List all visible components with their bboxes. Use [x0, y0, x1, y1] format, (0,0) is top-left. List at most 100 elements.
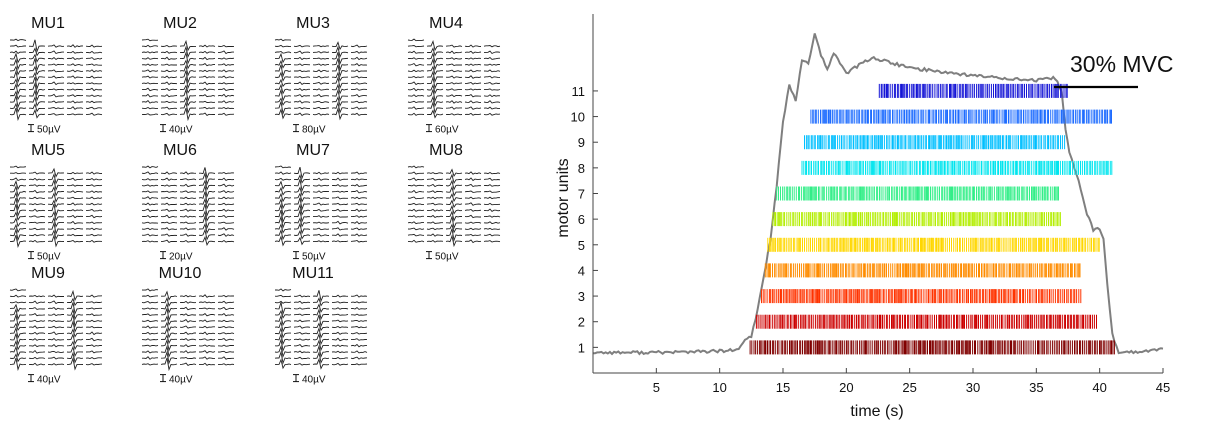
- y-tick-label: 9: [578, 135, 585, 150]
- mu-waveform: [218, 227, 235, 231]
- mu-waveform: [350, 363, 368, 366]
- mu-waveform: [47, 93, 65, 98]
- mu-waveform: [407, 100, 425, 103]
- mu-waveform: [483, 56, 501, 60]
- mu-waveform: [9, 288, 27, 292]
- mu-waveform: [274, 320, 292, 333]
- mu-waveform: [28, 65, 46, 76]
- mu-waveform: [407, 208, 425, 212]
- mu-waveform: [66, 308, 84, 321]
- mu-waveform: [160, 100, 178, 103]
- mu-waveform: [161, 296, 178, 307]
- mu-waveform: [67, 319, 84, 334]
- mu-waveform: [160, 321, 178, 332]
- mu-waveform: [28, 295, 46, 298]
- mu-waveform: [66, 333, 84, 345]
- mu-waveform: [217, 172, 235, 175]
- mu-waveform: [312, 45, 330, 48]
- mu-waveform: [274, 101, 292, 116]
- mu-waveform: [160, 233, 178, 237]
- mu-waveform: [85, 75, 103, 79]
- mu-waveform: [86, 112, 103, 116]
- mu-waveform: [141, 69, 159, 73]
- mu-waveform: [199, 307, 215, 310]
- mu-waveform: [275, 88, 292, 102]
- mu-waveform: [85, 319, 103, 323]
- mu-waveform: [217, 69, 235, 73]
- mu-waveform: [483, 82, 501, 85]
- mu-waveform: [160, 87, 178, 92]
- mu-waveform: [426, 190, 444, 194]
- mu-waveform: [274, 294, 292, 298]
- mu-waveform: [350, 56, 368, 61]
- mu-waveform: [66, 340, 84, 351]
- mu-waveform: [29, 103, 46, 113]
- mu-waveform: [180, 331, 196, 335]
- mu-waveform: [274, 78, 292, 88]
- mu-waveform: [198, 362, 216, 366]
- mu-waveform: [483, 69, 501, 73]
- mu-waveform: [198, 75, 216, 79]
- mu-waveform: [407, 57, 424, 60]
- mu-waveform: [350, 332, 368, 335]
- mu-waveform: [66, 328, 84, 338]
- mu-waveform: [85, 301, 103, 304]
- mu-waveform: [331, 52, 349, 66]
- mu-label: MU2: [163, 15, 197, 32]
- mu-waveform: [483, 233, 501, 237]
- mu-waveform: [179, 357, 197, 360]
- mu-waveform: [217, 112, 235, 116]
- mu-waveform: [198, 301, 215, 304]
- mu-waveform: [86, 294, 103, 298]
- mu-waveform: [217, 233, 235, 237]
- mu-waveform: [48, 81, 65, 86]
- mu-waveform: [350, 227, 368, 231]
- mu-waveform: [274, 71, 292, 82]
- mu-waveform: [445, 173, 463, 185]
- mu-waveform: [351, 50, 368, 54]
- mu-waveform: [331, 331, 349, 335]
- mu-label: MU3: [296, 15, 330, 32]
- mu-waveform: [313, 240, 330, 243]
- mu-waveform: [141, 178, 159, 181]
- mu-waveform: [217, 93, 235, 98]
- mu-waveform: [407, 227, 425, 231]
- mu-waveform: [274, 51, 292, 54]
- mu-waveform: [312, 63, 329, 66]
- mu-waveform: [483, 208, 501, 212]
- mu-waveform: [198, 294, 216, 298]
- mu-label: MU4: [429, 15, 463, 32]
- mu-waveform: [47, 100, 65, 104]
- mu-waveform: [85, 82, 103, 85]
- mu-waveform: [331, 344, 349, 348]
- mu-waveform: [274, 83, 291, 95]
- mu-waveform: [350, 189, 368, 194]
- mu-waveform: [312, 94, 330, 98]
- mu-waveform: [426, 75, 444, 90]
- mu-waveform: [445, 50, 463, 54]
- mu-waveform: [426, 227, 444, 231]
- mu-waveform: [293, 203, 311, 216]
- mu-waveform: [331, 101, 349, 114]
- mu-waveform: [293, 338, 311, 341]
- mu-waveform: [47, 88, 65, 91]
- mu-waveform: [312, 100, 330, 103]
- mu-waveform: [312, 69, 330, 73]
- scale-label: 50µV: [302, 252, 326, 263]
- mu-waveform: [407, 233, 425, 237]
- mu-waveform: [217, 221, 235, 224]
- mu-waveform: [9, 177, 27, 182]
- y-tick-label: 3: [578, 289, 585, 304]
- mu-waveform: [483, 112, 501, 116]
- mu-waveform: [160, 63, 178, 66]
- mu-waveform: [161, 239, 178, 243]
- mu-waveform: [198, 197, 216, 210]
- mu-waveform: [426, 214, 444, 219]
- mu-waveform: [141, 240, 159, 243]
- mu-waveform: [312, 112, 330, 116]
- mu-waveform: [9, 339, 27, 351]
- mu-waveform: [426, 95, 444, 108]
- mu-template: MU3 80µV: [274, 15, 368, 136]
- mu-waveform: [445, 100, 463, 104]
